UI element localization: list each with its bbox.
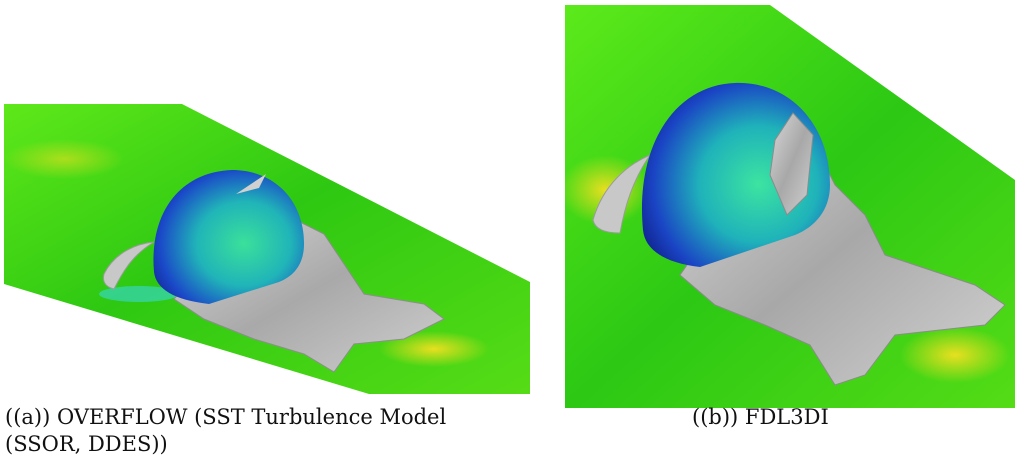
yellow-highlight [379,331,489,367]
caption-a-line2: (SSOR, DDES)) [5,432,168,456]
panel-a-image [4,104,530,394]
horseshoe-vortex [103,241,155,290]
caption-b: ((b)) FDL3DI [692,404,829,431]
horseshoe-vortex [592,153,652,234]
panel-a-render [4,104,530,394]
caption-a: ((a)) OVERFLOW (SST Turbulence Model (SS… [5,404,535,458]
dome-body [153,170,304,304]
yellow-highlight-right [900,327,1010,383]
caption-b-text: ((b)) FDL3DI [692,405,829,429]
panel-b-render [565,5,1015,408]
caption-a-line1: ((a)) OVERFLOW (SST Turbulence Model [5,405,447,429]
panel-b-image [565,5,1015,408]
